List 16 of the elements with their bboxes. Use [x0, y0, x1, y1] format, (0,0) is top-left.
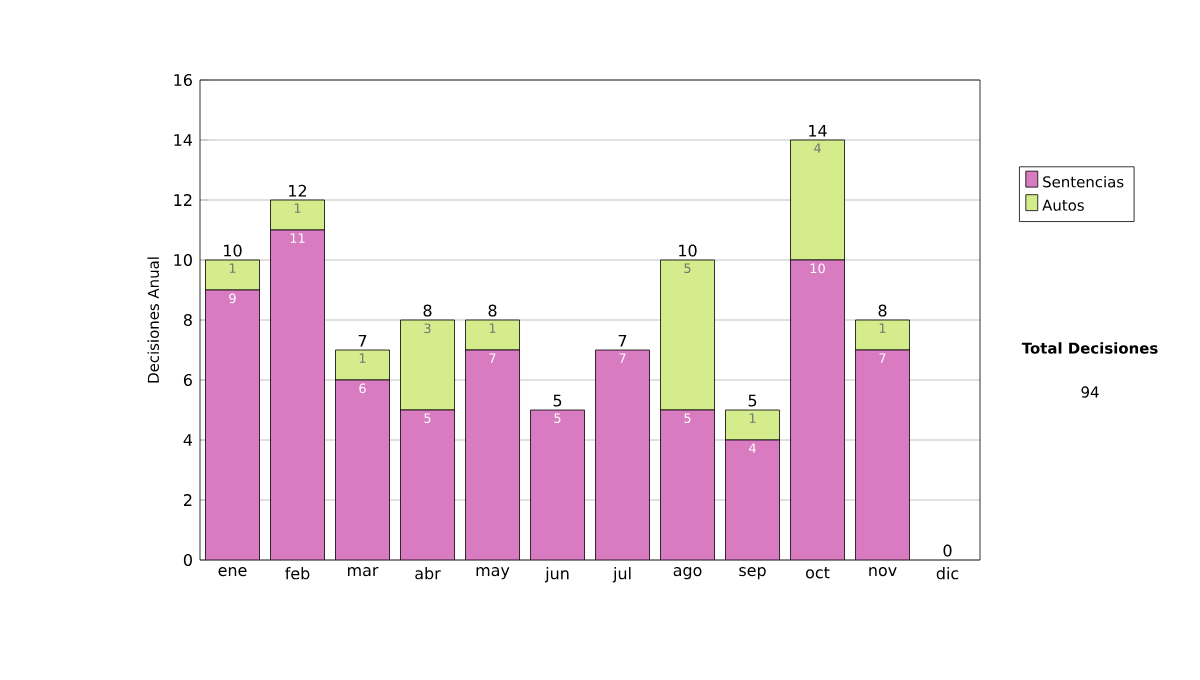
bar — [465, 319, 520, 351]
bar — [465, 350, 520, 560]
bar — [530, 410, 585, 560]
bar — [400, 410, 455, 560]
bar — [660, 259, 715, 411]
bar — [335, 349, 390, 381]
bar — [855, 349, 910, 560]
bar — [660, 410, 715, 560]
bar — [595, 350, 650, 560]
bar — [270, 230, 325, 560]
bar — [205, 290, 260, 560]
bar — [400, 319, 455, 411]
bar — [790, 260, 845, 560]
bar — [335, 380, 390, 560]
bar — [725, 440, 780, 560]
bar — [725, 409, 780, 441]
